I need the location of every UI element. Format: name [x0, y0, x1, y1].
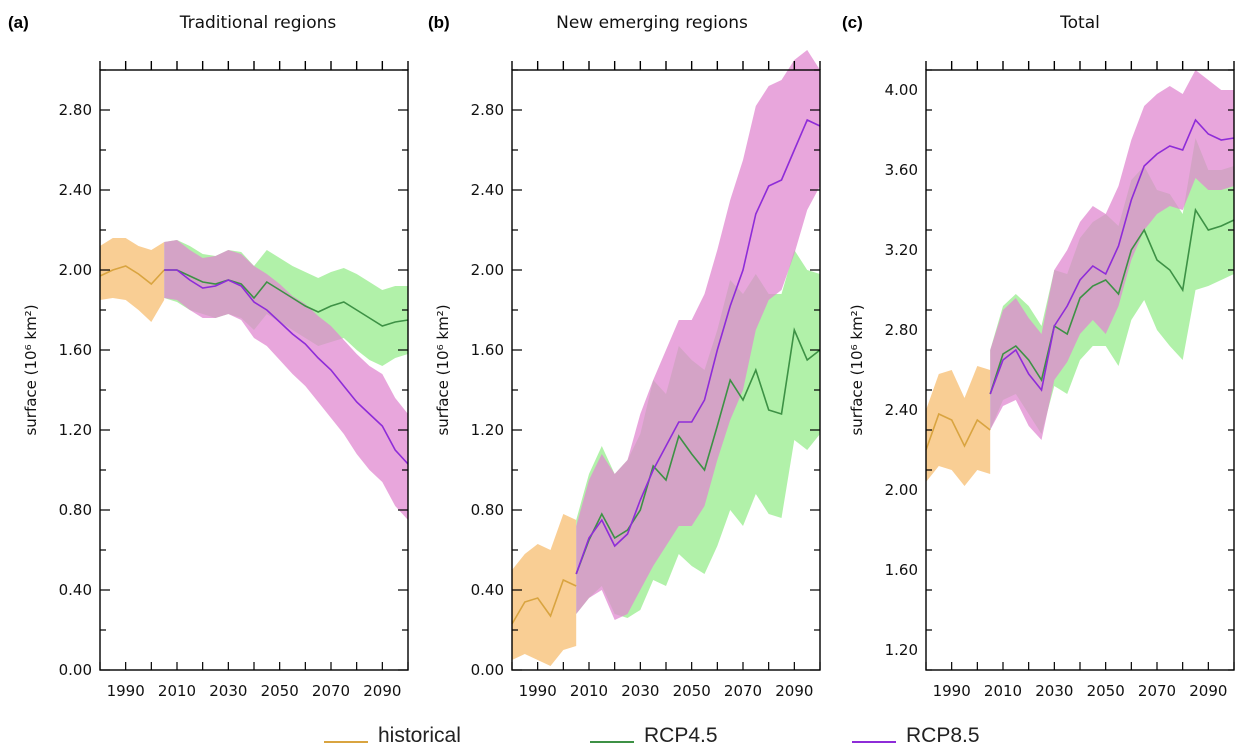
y-tick-label: 2.80: [59, 101, 92, 119]
legend-swatch-rcp85: [852, 741, 896, 743]
series-line-historical: [511, 578, 577, 625]
y-axis-label: surface (10⁶ km²): [434, 304, 452, 435]
x-tick-label: 1990: [107, 682, 145, 700]
panel-title: New emerging regions: [556, 13, 748, 33]
y-tick-label: 0.40: [471, 581, 504, 599]
band-historical: [926, 366, 991, 486]
y-tick-label: 3.60: [885, 161, 918, 179]
series-line-historical: [925, 412, 991, 451]
panel-new-emerging-regions: 0.00 0.40 0.80 1.20 1.60 2.00 2.40 2.80 1990 2010…: [428, 13, 821, 700]
band-rcp85: [990, 70, 1234, 440]
series-line-rcp85: [575, 118, 821, 575]
series-line-rcp85: [164, 269, 409, 465]
panel-label: (b): [428, 13, 450, 32]
y-tick-label: 0.00: [471, 661, 504, 679]
y-tick-label: 0.00: [59, 661, 92, 679]
x-tick-label: 2070: [724, 682, 762, 700]
y-tick-label: 2.80: [885, 321, 918, 339]
legend-item-rcp45: RCP4.5: [590, 724, 718, 748]
y-tick-label: 1.60: [885, 561, 918, 579]
y-tick-label: 0.40: [59, 581, 92, 599]
y-tick-label: 2.00: [471, 261, 504, 279]
y-tick-label: 2.80: [471, 101, 504, 119]
x-tick-label: 1990: [933, 682, 971, 700]
panel-traditional-regions: 0.00 0.40 0.80 1.20 1.60 2.00 2.40 2.80 1990 2010…: [8, 13, 409, 700]
y-tick-label: 1.20: [885, 641, 918, 659]
series-line-rcp45: [164, 269, 409, 327]
x-tick-label: 2010: [158, 682, 196, 700]
x-tick-label: 2010: [984, 682, 1022, 700]
y-tick-label: 2.00: [885, 481, 918, 499]
band-rcp85: [164, 240, 408, 520]
legend-label-historical: historical: [378, 724, 461, 747]
panel-title: Total: [1059, 13, 1100, 33]
x-tick-label: 1990: [519, 682, 557, 700]
y-tick-label: 2.00: [59, 261, 92, 279]
y-tick-label: 0.80: [471, 501, 504, 519]
y-axis-label: surface (10⁶ km²): [22, 304, 40, 435]
x-tick-label: 2050: [1087, 682, 1125, 700]
x-tick-label: 2030: [209, 682, 247, 700]
y-tick-label: 2.40: [471, 181, 504, 199]
band-historical: [100, 238, 165, 322]
legend-item-historical: historical: [324, 724, 461, 748]
y-tick-label: 0.80: [59, 501, 92, 519]
x-tick-label: 2050: [261, 682, 299, 700]
panel-title: Traditional regions: [179, 13, 337, 33]
x-tick-label: 2030: [1035, 682, 1073, 700]
series-line-rcp45: [575, 327, 821, 575]
panel-total: 1.20 1.60 2.00 2.40 2.80 3.20 3.60 4.00 1990 2010…: [842, 13, 1235, 700]
y-tick-label: 4.00: [885, 81, 918, 99]
x-tick-label: 2070: [1138, 682, 1176, 700]
legend-item-rcp85: RCP8.5: [852, 724, 980, 748]
y-axis-label: surface (10⁶ km²): [848, 304, 866, 435]
y-tick-label: 1.20: [59, 421, 92, 439]
band-rcp85: [576, 50, 820, 620]
y-tick-label: 1.60: [59, 341, 92, 359]
legend-swatch-rcp45: [590, 741, 634, 743]
y-tick-label: 2.40: [59, 181, 92, 199]
x-tick-label: 2050: [673, 682, 711, 700]
x-tick-label: 2090: [1189, 682, 1227, 700]
series-line-historical: [99, 265, 165, 286]
panel-label: (a): [8, 13, 29, 32]
y-tick-label: 1.20: [471, 421, 504, 439]
legend-label-rcp85: RCP8.5: [906, 724, 980, 747]
x-tick-label: 2090: [363, 682, 401, 700]
x-tick-label: 2010: [570, 682, 608, 700]
band-historical: [512, 514, 577, 666]
legend-label-rcp45: RCP4.5: [644, 724, 718, 747]
legend-swatch-historical: [324, 741, 368, 743]
series-line-rcp85: [989, 118, 1235, 395]
x-tick-label: 2090: [775, 682, 813, 700]
x-tick-label: 2030: [621, 682, 659, 700]
panel-label: (c): [842, 13, 863, 32]
y-tick-label: 1.60: [471, 341, 504, 359]
y-tick-label: 2.40: [885, 401, 918, 419]
x-tick-label: 2070: [312, 682, 350, 700]
y-tick-label: 3.20: [885, 241, 918, 259]
series-line-rcp45: [989, 207, 1235, 395]
